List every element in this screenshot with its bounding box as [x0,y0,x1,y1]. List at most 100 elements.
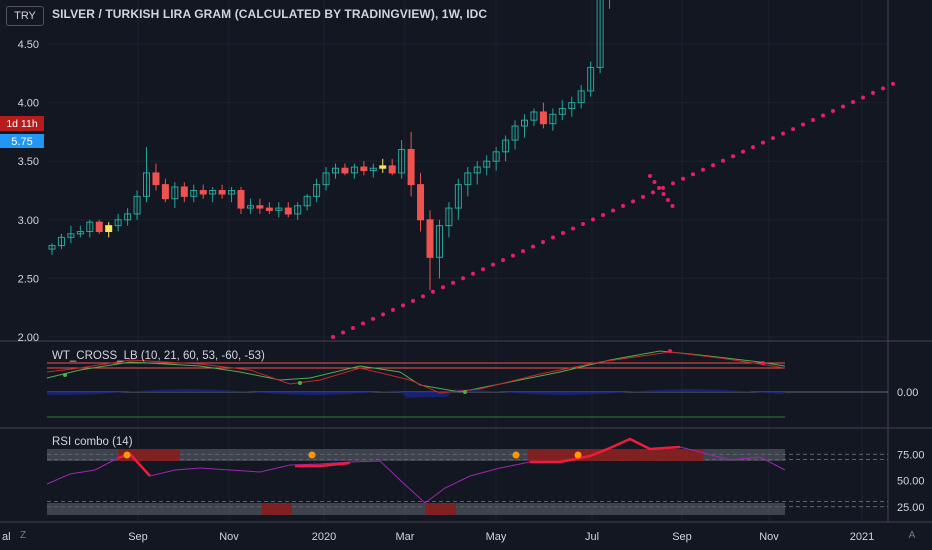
countdown-badge [0,116,44,131]
trendline-dot [781,131,785,136]
currency-selector[interactable]: TRY [6,6,44,26]
trendline-dot [811,118,815,123]
rsi-hot-segment [530,437,681,464]
candle-body [521,119,528,127]
candle-body [369,167,377,172]
candle-body [256,205,264,209]
candle-body [190,190,198,197]
trendline-dot [621,203,625,208]
trendline-dot [761,140,765,145]
wt-histogram [47,389,785,398]
candle-body [294,205,302,215]
price-tick-label: 3.00 [18,215,39,227]
time-tick-label: 2021 [850,531,874,543]
rsi-signal-dot [512,451,520,459]
candle-body [445,207,453,227]
trendline-dot [891,81,895,86]
candle-body [492,151,500,162]
trendline-dot [451,280,455,285]
candle-body [57,236,65,247]
time-tick-label: Sep [128,531,148,543]
time-tick-label: Nov [759,531,779,543]
price-tick-label: 2.50 [18,273,39,285]
wt-cross-label[interactable]: WT_CROSS_LB (10, 21, 60, 53, -60, -53) [52,350,265,362]
auto-scale-button[interactable]: A [908,529,916,541]
rsi-ob-highlight [528,449,703,461]
trendline-dot [681,176,685,181]
time-tick-label: Jul [585,531,599,543]
candle-body [530,111,538,121]
rsi-axis-label: 50.00 [897,476,925,488]
candle-body [332,167,339,174]
time-tick-label: Mar [396,531,415,543]
trendline-dot [591,217,595,222]
candle-body [86,221,94,233]
bar-countdown: 1d 11h [6,118,37,130]
trendline-dot [751,145,755,150]
candle-body [539,111,547,125]
trendline-dot [711,163,715,168]
price-tick-label: 2.00 [18,332,39,344]
candle-body [275,207,283,211]
trendline-dot [331,335,335,339]
trendline-dot [531,244,535,249]
candle-body [313,184,321,197]
trendline-dot [551,235,555,240]
price-tick-label: 3.50 [18,156,39,168]
candle-body [341,167,349,174]
candle-body [502,139,510,153]
candle-body [558,107,566,115]
candle-body [322,172,330,186]
trendline-dot [511,253,515,258]
candle-body [246,205,254,209]
trendline-dot [571,226,575,231]
candle-body [76,231,84,235]
candle-body [143,172,150,197]
candle-body [180,186,188,197]
trendline-dot [581,222,585,226]
candle-body [284,207,292,215]
price-tick-label: 4.00 [18,98,39,110]
low-price-badge [0,134,44,148]
rsi-axis-label: 25.00 [897,502,925,514]
trendline-dot [381,312,385,317]
trendline-dot [481,267,485,272]
trendline-dot [431,289,435,294]
candle-body [237,190,245,209]
wt-cross-dot [761,361,765,365]
rsi-axis-label: 75.00 [897,449,925,461]
time-tick-label: 2020 [312,531,336,543]
candle-body [388,165,396,174]
zoom-button[interactable]: Z [19,529,27,541]
wt-cross-dot [463,390,467,394]
rsi-combo-label[interactable]: RSI combo (14) [52,436,133,448]
trendline-dot [771,136,775,141]
trendline-dot [801,122,805,127]
candle-body [350,166,358,174]
candle-body [483,160,491,168]
candle-body [152,172,160,186]
trendline-dot [821,113,825,118]
rsi-oversold-band [47,503,785,515]
candle-body [417,184,425,221]
trendline-dot [666,198,670,202]
wt-cross-dot [63,373,67,377]
candle-body [577,90,585,104]
trendline-dot [561,231,565,236]
candle-body [549,113,557,125]
trendline-dot [421,294,425,299]
trendline-dot [641,194,645,199]
time-tick-label: Nov [219,531,239,543]
candle-body [171,186,179,200]
trendline-dot [351,325,355,330]
trendline-dot [461,276,465,281]
trendline-dot [670,204,675,208]
trendline-dot [701,167,705,172]
trendline-dot [611,208,615,213]
candle-body [587,66,595,92]
trendline-dot [411,298,415,303]
candle-body [95,221,103,233]
candle-body [426,219,434,258]
trendline-dot [661,192,666,196]
